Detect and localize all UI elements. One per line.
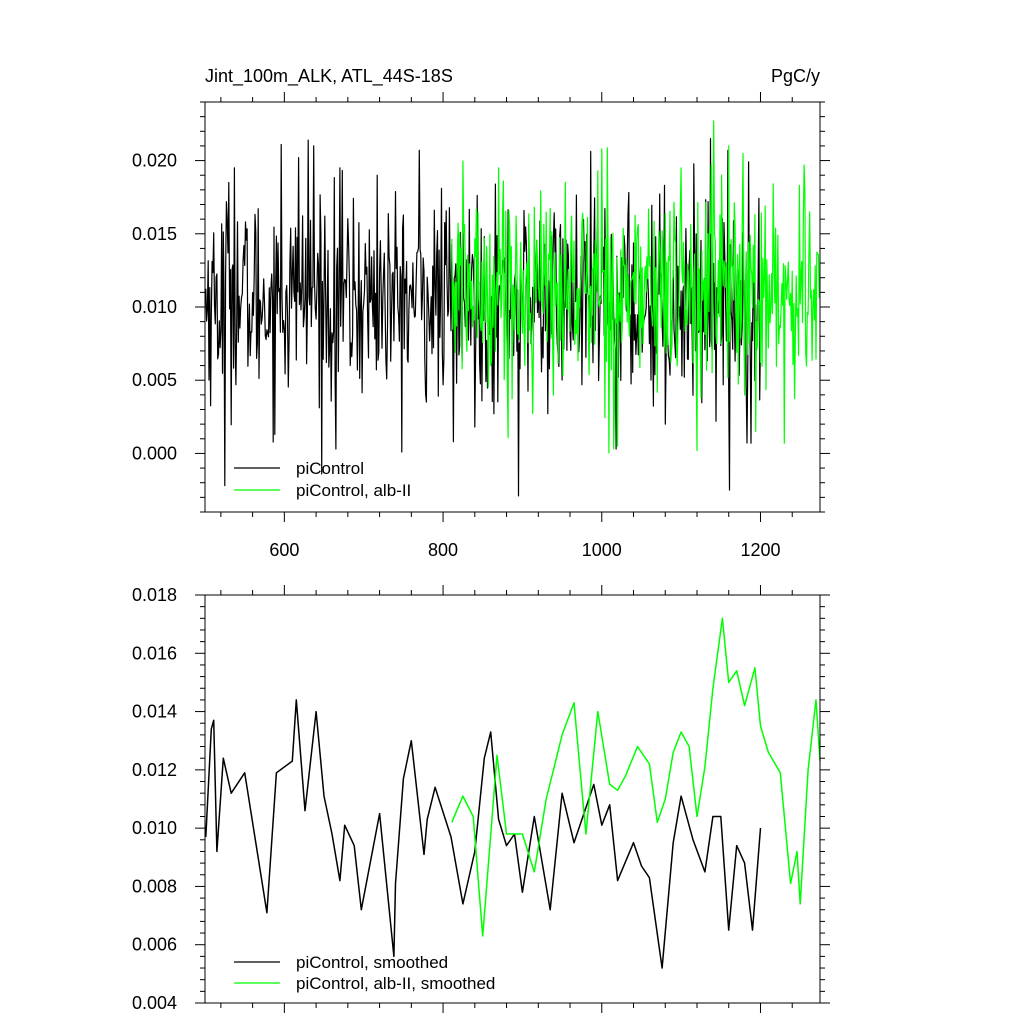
plot-area-raw: 600 800 1000 1200 0.000 0.005 0.010 0.015 0.020 [132,92,830,560]
legend-smoothed: piControl, smoothed piControl, alb-II, s… [234,953,495,993]
plot-frame [204,594,821,1004]
y-tick-label: 0.010 [132,818,177,838]
x-tick-label: 600 [269,540,299,560]
x-tick-label: 800 [428,540,458,560]
legend-label-picontrol: piControl [296,459,364,478]
plot-area-smoothed: 0.004 0.006 0.008 0.010 0.012 0.014 0.016 0.018 [132,585,830,1013]
panel-smoothed: 0.004 0.006 0.008 0.010 0.012 0.014 0.016 0.018… [132,585,830,1013]
units-label: PgC/y [771,66,820,86]
y-tick-label: 0.018 [132,585,177,605]
y-tick-label: 0.014 [132,702,177,722]
legend-raw: piControl piControl, alb-II [234,459,411,500]
series-line-alb-ii-smoothed [451,617,821,937]
y-tick-label: 0.004 [132,993,177,1013]
y-tick-label: 0.000 [132,443,177,463]
chart-title: Jint_100m_ALK, ATL_44S-18S [205,66,453,87]
y-tick-label: 0.006 [132,935,177,955]
x-tick-label: 1000 [582,540,622,560]
y-tick-label: 0.015 [132,224,177,244]
y-tick-label: 0.010 [132,297,177,317]
panel-raw: Jint_100m_ALK, ATL_44S-18S PgC/y 600 800 1… [132,66,830,560]
legend-label-picontrol-smoothed: piControl, smoothed [296,953,448,972]
legend-label-alb-ii-smoothed: piControl, alb-II, smoothed [296,974,495,993]
y-tick-label: 0.012 [132,760,177,780]
series-line-picontrol-smoothed [205,699,762,969]
y-tick-label: 0.005 [132,370,177,390]
y-tick-label: 0.016 [132,643,177,663]
series-line-alb-ii [451,120,821,454]
x-tick-label: 1200 [740,540,780,560]
y-tick-label: 0.008 [132,876,177,896]
y-tick-label: 0.020 [132,151,177,171]
legend-label-alb-ii: piControl, alb-II [296,481,411,500]
